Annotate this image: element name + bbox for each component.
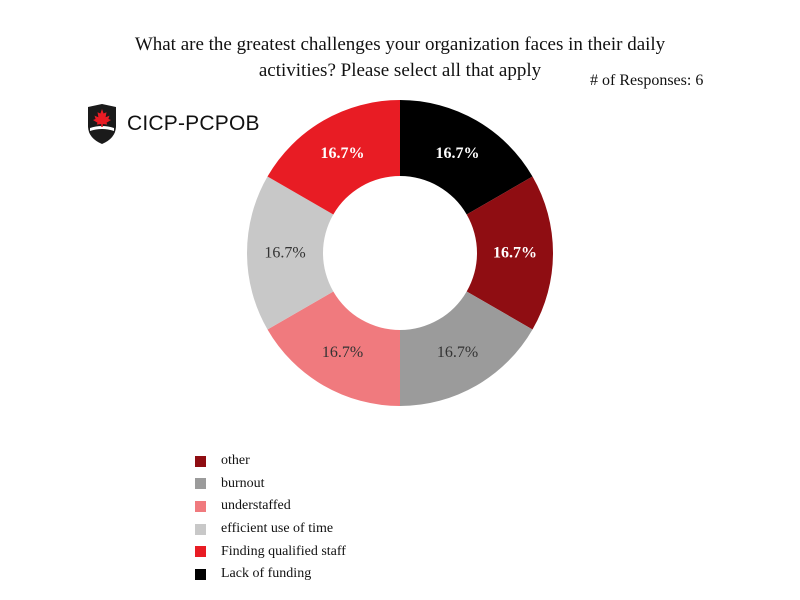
- legend-swatch: [195, 500, 206, 512]
- logo-text: CICP-PCPOB: [127, 112, 260, 135]
- legend-swatch: [195, 568, 206, 580]
- legend-swatch: [195, 478, 206, 490]
- legend-swatch: [195, 523, 206, 535]
- slice-label: 16.7%: [322, 344, 363, 361]
- legend-label: Lack of funding: [221, 566, 312, 582]
- donut-slice-lack-of-funding: [400, 100, 533, 215]
- slice-label: 16.7%: [264, 245, 305, 262]
- donut-slice-finding-qualified-staff: [267, 99, 400, 215]
- legend-swatch: [195, 546, 206, 558]
- legend-swatch: [195, 455, 206, 467]
- brand-logo: CICP-PCPOB: [86, 104, 260, 144]
- slice-label: 16.7%: [493, 245, 537, 262]
- legend-item: burnout: [195, 473, 346, 496]
- legend-label: understaffed: [221, 498, 291, 514]
- chart-title-line-2: activities? Please select all that apply: [258, 60, 542, 81]
- chart-legend: other burnout understaffed efficient use of…: [195, 450, 346, 586]
- donut-slice-efficient-use-of-time: [247, 176, 334, 330]
- slice-label: 16.7%: [436, 145, 480, 162]
- chart-title: What are the greatest challenges your or…: [100, 32, 700, 84]
- legend-item: Lack of funding: [195, 563, 346, 586]
- legend-item: efficient use of time: [195, 518, 346, 541]
- maple-leaf-shield-icon: [88, 104, 116, 144]
- legend-item: other: [195, 450, 346, 473]
- legend-item: understaffed: [195, 495, 346, 518]
- response-count: # of Responses: 6: [590, 72, 704, 89]
- donut-slices: [247, 99, 553, 406]
- legend-label: Finding qualified staff: [221, 543, 346, 559]
- donut-slice-burnout: [400, 291, 533, 406]
- slice-label: 16.7%: [321, 145, 365, 162]
- donut-slice-understaffed: [267, 291, 400, 406]
- slice-label: 16.7%: [437, 344, 478, 361]
- legend-item: Finding qualified staff: [195, 540, 346, 563]
- chart-title-line-1: What are the greatest challenges your or…: [134, 34, 666, 55]
- donut-slice-labels: 16.7% 16.7% 16.7% 16.7% 16.7% 16.7%: [264, 145, 537, 361]
- legend-label: efficient use of time: [221, 521, 334, 537]
- donut-slice-other: [466, 176, 553, 330]
- legend-label: burnout: [221, 475, 265, 491]
- legend-label: other: [221, 453, 250, 469]
